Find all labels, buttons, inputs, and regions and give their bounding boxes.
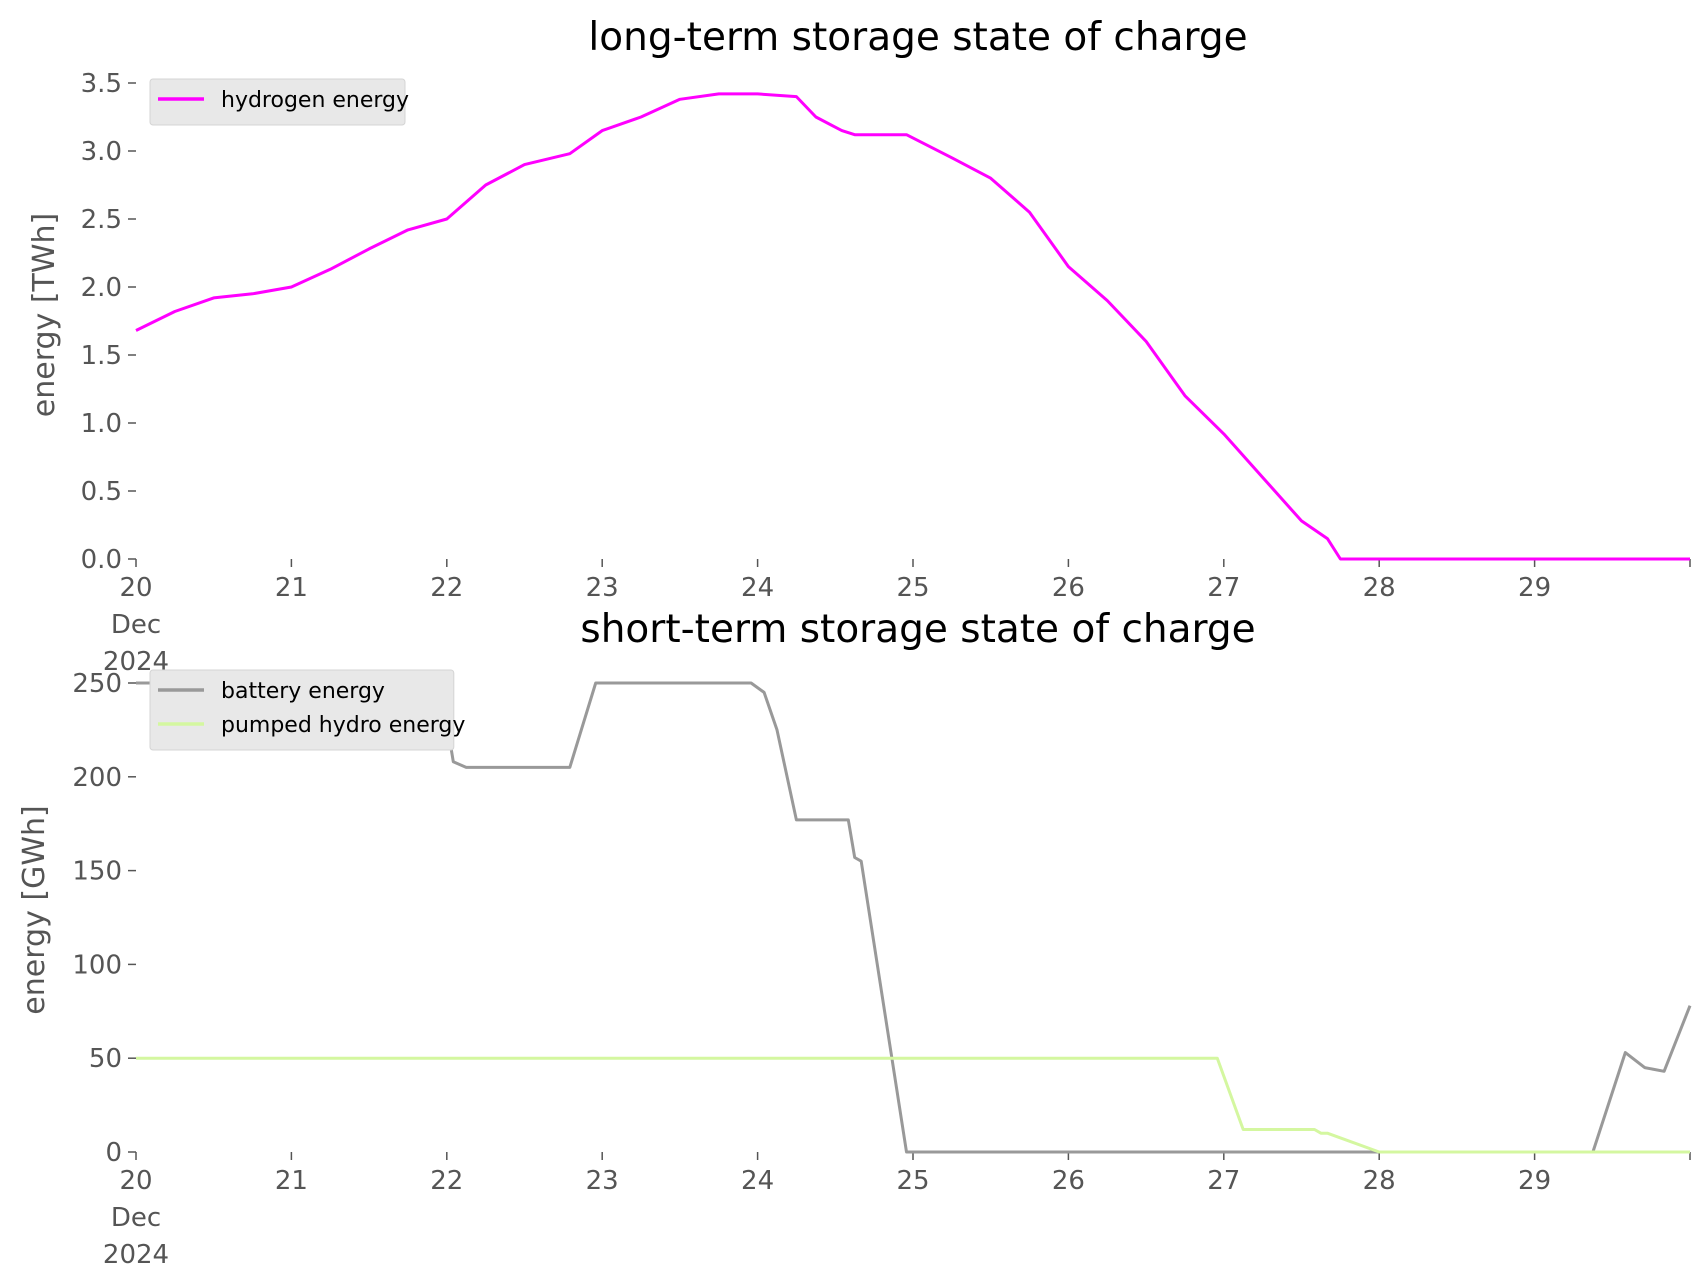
x-tick-label: 22	[430, 1166, 463, 1196]
series-line-battery-energy	[136, 681, 1692, 1154]
y-tick-label: 50	[89, 1044, 122, 1074]
chart-title: short-term storage state of charge	[580, 607, 1255, 652]
x-tick-label: 27	[1207, 1166, 1240, 1196]
x-tick-label: 23	[586, 1166, 619, 1196]
long-term-storage-chart: long-term storage state of charge energy…	[27, 15, 1691, 677]
series-line-hydrogen-energy	[135, 92, 1690, 561]
y-axis-ticks: 0.0 0.5 1.0 1.5 2.0 2.5 3.0 3.5	[81, 69, 136, 575]
x-axis-ticks: 20 Dec 2024 21 22 23 24 25 26 27 28 29	[103, 1152, 1691, 1270]
x-tick-label: 28	[1363, 573, 1396, 603]
x-tick-label: 29	[1518, 573, 1551, 603]
x-tick-label: 28	[1363, 1166, 1396, 1196]
y-tick-label: 0	[105, 1138, 122, 1168]
x-tick-label: 25	[896, 1166, 929, 1196]
y-tick-label: 2.0	[81, 273, 122, 303]
y-tick-label: 150	[72, 857, 122, 887]
x-tick-label: 29	[1518, 1166, 1551, 1196]
series-line-pumped-hydro-energy	[136, 1056, 1690, 1154]
x-tick-label: 20 Dec 2024	[103, 573, 169, 677]
y-tick-label: 1.5	[81, 341, 122, 371]
legend-label: hydrogen energy	[221, 88, 409, 113]
legend-label: pumped hydro energy	[221, 713, 465, 738]
y-tick-label: 200	[72, 763, 122, 793]
y-tick-label: 0.5	[81, 477, 122, 507]
legend[interactable]: hydrogen energy	[149, 78, 409, 126]
x-tick-label: 26	[1052, 1166, 1085, 1196]
y-axis-label: energy [GWh]	[17, 805, 52, 1014]
y-tick-label: 250	[72, 669, 122, 699]
x-tick-label: 21	[275, 573, 308, 603]
x-tick-label: 20 Dec 2024	[103, 1166, 169, 1270]
chart-title: long-term storage state of charge	[588, 15, 1247, 60]
short-term-storage-chart: short-term storage state of charge energ…	[17, 607, 1692, 1270]
y-tick-label: 1.0	[81, 409, 122, 439]
y-tick-label: 100	[72, 950, 122, 980]
x-axis-ticks: 20 Dec 2024 21 22 23 24 25 26 27 28 29	[103, 559, 1691, 677]
plot-lines	[136, 681, 1692, 1154]
y-axis-ticks: 0 50 100 150 200 250	[72, 669, 136, 1168]
legend-label: battery energy	[221, 679, 385, 704]
x-tick-label: 27	[1207, 573, 1240, 603]
legend-box	[149, 78, 406, 126]
x-tick-label: 21	[275, 1166, 308, 1196]
legend-box	[149, 669, 455, 751]
x-tick-label: 23	[586, 573, 619, 603]
y-tick-label: 3.5	[81, 69, 122, 99]
x-tick-label: 25	[896, 573, 929, 603]
x-tick-label: 24	[741, 1166, 774, 1196]
y-tick-label: 0.0	[81, 545, 122, 575]
x-tick-label: 26	[1052, 573, 1085, 603]
plot-lines	[135, 92, 1690, 561]
x-tick-label: 24	[741, 573, 774, 603]
y-axis-label: energy [TWh]	[27, 213, 62, 417]
y-tick-label: 3.0	[81, 137, 122, 167]
y-tick-label: 2.5	[81, 205, 122, 235]
x-tick-label: 22	[430, 573, 463, 603]
legend[interactable]: battery energy pumped hydro energy	[149, 669, 465, 751]
